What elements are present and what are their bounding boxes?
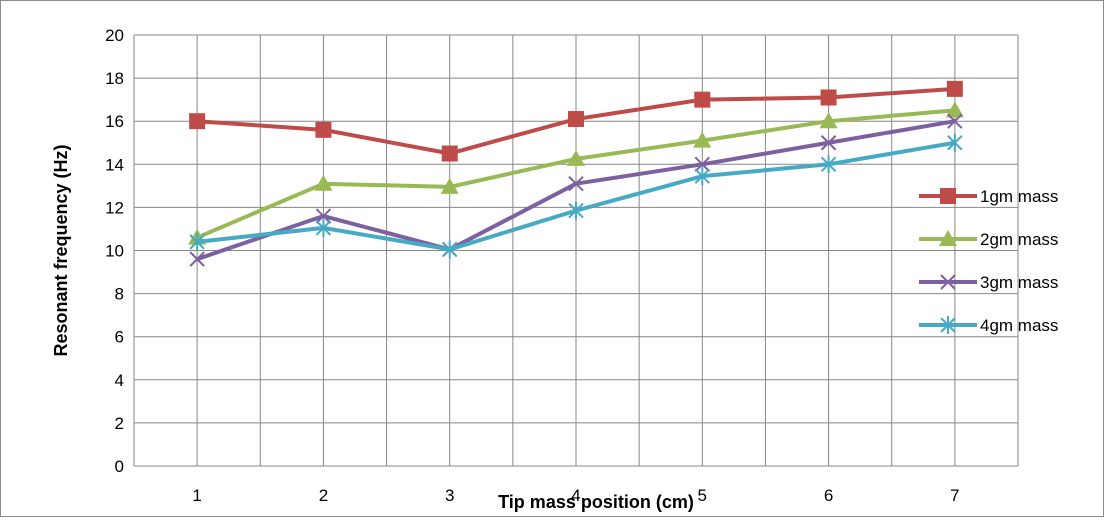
data-point	[820, 135, 837, 151]
legend: 1gm mass 2gm mass 3gm mass 4gm mass	[919, 187, 1058, 335]
x-tick-label: 4	[571, 486, 580, 505]
y-tick-label: 12	[105, 198, 124, 217]
x-tick-label: 3	[445, 486, 454, 505]
data-point	[314, 174, 333, 191]
data-point	[945, 101, 964, 118]
legend-marker	[940, 316, 956, 334]
legend-marker	[940, 274, 956, 290]
y-tick-label: 0	[115, 457, 124, 476]
series-group	[188, 80, 964, 267]
data-point	[819, 112, 838, 129]
y-axis-title: Resonant frequency (Hz)	[51, 144, 71, 356]
gridlines	[133, 34, 1019, 467]
y-tick-label: 8	[115, 285, 124, 304]
y-tick-label: 10	[105, 242, 124, 261]
x-tick-label: 6	[824, 486, 833, 505]
series-4	[189, 133, 963, 259]
data-point	[947, 133, 963, 152]
series-1	[189, 80, 963, 162]
data-point	[315, 208, 332, 224]
series-3	[189, 113, 963, 267]
y-tick-label: 20	[105, 26, 124, 45]
legend-marker	[940, 188, 956, 204]
legend-item: 1gm mass	[919, 187, 1058, 206]
y-axis-ticks: 0 2 4 6 8 10 12 14 16 18 20	[105, 26, 124, 476]
data-point	[694, 91, 711, 108]
x-tick-label: 7	[950, 486, 959, 505]
data-point	[947, 113, 963, 129]
data-point	[189, 232, 205, 251]
y-tick-label: 4	[115, 371, 124, 390]
data-point	[189, 113, 206, 130]
y-tick-label: 14	[105, 155, 124, 174]
x-axis-title: Tip mass position (cm)	[498, 492, 694, 512]
data-point	[315, 121, 332, 138]
x-tick-label: 2	[319, 486, 328, 505]
legend-label: 3gm mass	[980, 273, 1058, 292]
legend-item: 4gm mass	[919, 316, 1058, 335]
data-point	[694, 167, 710, 186]
data-point	[441, 145, 458, 162]
data-point	[442, 240, 458, 259]
x-axis-ticks: 1 2 3 4 5 6 7	[192, 486, 959, 505]
y-tick-label: 6	[115, 328, 124, 347]
legend-label: 2gm mass	[980, 230, 1058, 249]
data-point	[440, 177, 459, 194]
data-point	[693, 131, 712, 148]
data-point	[820, 89, 837, 106]
data-point	[315, 218, 332, 237]
data-point	[694, 156, 710, 173]
series-2	[188, 101, 964, 245]
data-point	[946, 80, 963, 97]
y-tick-label: 16	[105, 112, 124, 131]
y-tick-label: 2	[115, 414, 124, 433]
data-point	[189, 251, 205, 267]
y-tick-label: 18	[105, 69, 124, 88]
legend-label: 1gm mass	[980, 187, 1058, 206]
legend-item: 3gm mass	[919, 273, 1058, 292]
x-tick-label: 1	[192, 486, 201, 505]
x-tick-label: 5	[698, 486, 707, 505]
legend-label: 4gm mass	[980, 316, 1058, 335]
data-point	[568, 111, 584, 128]
legend-marker	[939, 230, 957, 246]
data-point	[820, 155, 837, 174]
data-point	[568, 175, 584, 192]
data-point	[568, 201, 584, 220]
data-point	[567, 149, 585, 166]
legend-item: 2gm mass	[919, 230, 1058, 249]
